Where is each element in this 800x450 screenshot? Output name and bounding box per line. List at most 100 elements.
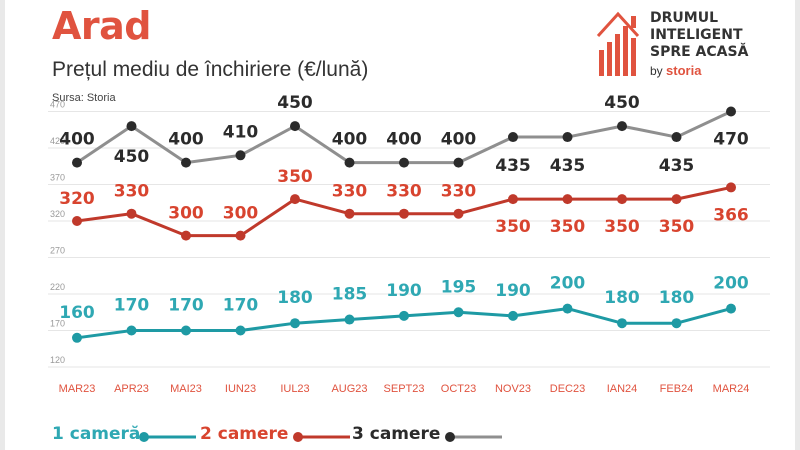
data-point [562,194,573,205]
data-point [508,310,518,321]
data-label: 300 [223,204,259,224]
logo-brand: storia [666,63,702,78]
y-axis-ticks: 120 170 220 270 320 370 420 470 [50,100,65,366]
data-point [399,310,409,321]
data-label: 160 [59,303,95,323]
data-label: 410 [223,122,259,142]
data-label: 400 [168,130,204,150]
data-point [181,230,191,241]
data-label: 185 [332,285,368,305]
x-tick-label: FEB24 [660,383,694,395]
data-label: 400 [441,130,477,150]
data-label: 350 [495,217,531,237]
storia-logo: DRUMUL INTELIGENT SPRE ACASĂ by storia [594,6,784,82]
y-tick-label: 270 [50,246,65,256]
data-label: 320 [59,189,95,209]
data-point [508,194,518,205]
data-label: 450 [277,93,313,113]
data-label: 450 [114,147,150,167]
x-tick-label: NOV23 [495,383,531,395]
data-point [453,307,464,318]
data-label: 170 [168,296,204,316]
data-point [344,314,355,325]
legend-label: 2 camere [200,424,289,444]
data-point [126,325,137,336]
data-point [671,132,682,143]
data-label: 350 [659,217,695,237]
data-label: 350 [604,217,640,237]
data-point [290,318,300,329]
data-label: 330 [332,182,368,202]
x-tick-label: IUL23 [280,383,309,395]
x-tick-label: IUN23 [225,383,256,395]
line-chart: 120 170 220 270 320 370 420 470 MAR23 APR23 MAI23… [48,93,770,395]
legend-swatch [293,432,350,442]
data-point [126,121,137,132]
x-tick-label: MAR23 [59,383,96,395]
chart-legend: 1 cameră 2 camere 3 camere [0,420,800,450]
data-point [344,157,355,168]
y-tick-label: 470 [50,100,65,110]
data-point [562,303,573,314]
data-point [617,194,627,205]
data-label: 330 [386,182,422,202]
data-point [671,194,682,205]
data-point [617,121,627,132]
y-tick-label: 420 [50,136,65,146]
data-label: 330 [441,182,477,202]
data-point [453,208,464,219]
data-point [399,208,409,219]
legend-label: 3 camere [352,424,441,444]
data-point [726,303,736,314]
logo-byline: by storia [650,63,701,78]
data-label: 300 [168,204,204,224]
data-label: 470 [713,130,749,150]
data-label: 180 [604,288,640,308]
data-point [508,132,518,143]
data-point [235,230,246,241]
y-tick-label: 120 [50,355,65,365]
chart-subtitle: Prețul mediu de închiriere (€/lună) [52,58,369,81]
chart-series [72,106,736,343]
data-label: 180 [277,288,313,308]
data-label: 350 [277,167,313,187]
chart-grid [48,111,770,368]
data-point [453,157,464,168]
chart-source: Sursa: Storia [52,92,116,104]
data-label: 180 [659,288,695,308]
data-point [235,150,246,161]
chart-title: Arad [52,4,152,48]
logo-by-text: by [650,64,663,78]
x-tick-label: AUG23 [331,383,367,395]
x-tick-label: SEPT23 [384,383,425,395]
data-label: 400 [59,130,95,150]
y-tick-label: 170 [50,319,65,329]
data-point [72,157,82,168]
data-label: 190 [495,281,531,301]
data-point [399,157,409,168]
data-label: 200 [713,274,749,294]
data-label: 195 [441,277,477,297]
data-label: 450 [604,93,640,113]
x-tick-label: OCT23 [441,383,476,395]
x-tick-label: DEC23 [550,383,585,395]
logo-line-2: INTELIGENT [650,27,743,43]
data-point [235,325,246,336]
data-label: 170 [114,296,150,316]
x-tick-label: MAI23 [170,383,202,395]
data-point [726,106,736,117]
data-point [344,208,355,219]
house-chart-logo-icon [596,11,640,76]
data-point [290,194,300,205]
data-label: 170 [223,296,259,316]
data-label: 435 [659,156,695,176]
data-point [617,318,627,329]
x-tick-label: APR23 [114,383,149,395]
y-tick-label: 370 [50,173,65,183]
logo-wordmark: DRUMUL INTELIGENT SPRE ACASĂ [650,10,748,61]
data-point [72,216,82,226]
logo-line-3: SPRE ACASĂ [650,44,749,60]
data-point [671,318,682,329]
frame-left-border [0,0,5,450]
data-point [181,325,191,336]
